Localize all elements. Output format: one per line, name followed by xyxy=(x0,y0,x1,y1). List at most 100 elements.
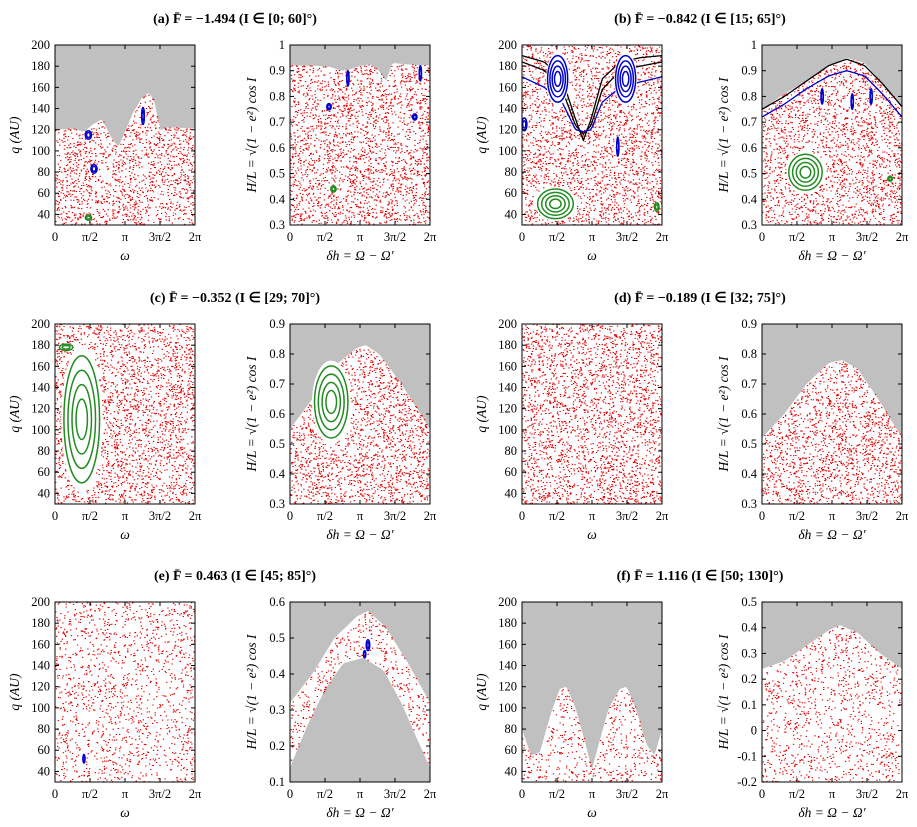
panel-title-e: (e) F̄ = 0.463 (I ∈ [45; 85]°) xyxy=(154,569,316,584)
xlabel-b-left: ω xyxy=(587,248,597,263)
island-ring-e-right-1-1 xyxy=(362,651,367,658)
xtick-label-a-right-4: 2π xyxy=(424,230,437,244)
ytick-label-c-left-1: 60 xyxy=(38,465,51,479)
ytick-label-f-right-4: 0.2 xyxy=(741,672,757,686)
xtick-label-a-left-0: 0 xyxy=(52,230,58,244)
ytick-label-f-left-6: 160 xyxy=(498,637,517,651)
ytick-label-e-right-0: 0.1 xyxy=(269,775,285,789)
ytick-label-d-right-3: 0.6 xyxy=(741,407,757,421)
xtick-label-e-right-0: 0 xyxy=(287,787,293,801)
ytick-label-a-left-6: 160 xyxy=(31,80,50,94)
island-ring-b-left-0-2 xyxy=(551,65,564,93)
island-ring-b-right-3-1 xyxy=(791,157,820,187)
chaotic-points-e-left xyxy=(55,602,195,782)
ytick-label-b-left-0: 40 xyxy=(505,207,518,221)
ytick-label-b-left-8: 200 xyxy=(498,38,517,52)
ytick-label-a-left-5: 140 xyxy=(31,102,50,116)
xtick-label-d-left-3: 3π/2 xyxy=(616,509,638,523)
ytick-label-d-right-6: 0.9 xyxy=(741,317,757,331)
ytick-label-b-right-0: 0.3 xyxy=(741,218,757,232)
island-clear-c-left-0 xyxy=(61,346,103,493)
ytick-label-e-right-2: 0.3 xyxy=(269,703,285,717)
island-ring-b-left-0-3 xyxy=(553,70,562,88)
xtick-label-b-left-4: 2π xyxy=(656,230,669,244)
xtick-label-d-right-2: π xyxy=(829,509,836,523)
island-ring-c-left-1-0 xyxy=(58,343,74,352)
ytick-label-b-right-5: 0.8 xyxy=(741,89,757,103)
xlabel-d-right: δh = Ω − Ω′ xyxy=(798,527,866,542)
island-ring-b-left-5-0 xyxy=(653,202,660,212)
xtick-label-c-right-4: 2π xyxy=(424,509,437,523)
panel-title-d: (d) F̄ = −0.189 (I ∈ [32; 75]°) xyxy=(614,291,786,306)
xtick-label-e-left-1: π/2 xyxy=(82,787,98,801)
ytick-label-d-left-7: 180 xyxy=(498,338,517,352)
ytick-label-c-left-2: 80 xyxy=(38,444,51,458)
ytick-label-f-left-4: 120 xyxy=(498,680,517,694)
xtick-label-e-right-4: 2π xyxy=(424,787,437,801)
xlabel-c-left: ω xyxy=(120,527,130,542)
chaotic-points-b-right xyxy=(762,59,902,225)
forbidden-region-b-right xyxy=(762,45,902,110)
xtick-label-c-left-2: π xyxy=(122,509,129,523)
ytick-label-d-left-6: 160 xyxy=(498,359,517,373)
xtick-label-a-left-2: π xyxy=(122,230,129,244)
ylabel-a-right: H/L = √(1 − e²) cos I xyxy=(244,76,259,193)
ytick-label-a-right-5: 0.8 xyxy=(269,89,285,103)
ytick-label-f-right-0: -0.2 xyxy=(737,775,757,789)
plot-area-d-right xyxy=(762,324,902,504)
ytick-label-b-right-4: 0.7 xyxy=(741,115,757,129)
forbidden-region-e-right xyxy=(290,602,430,703)
forbidden-region-c-right xyxy=(290,324,430,429)
ytick-label-a-left-8: 200 xyxy=(31,38,50,52)
ytick-label-d-left-3: 100 xyxy=(498,423,517,437)
xtick-label-c-left-4: 2π xyxy=(189,509,202,523)
xtick-label-e-left-4: 2π xyxy=(189,787,202,801)
forbidden-region-f-right xyxy=(762,602,902,669)
ytick-label-a-left-7: 180 xyxy=(31,59,50,73)
ytick-label-e-right-1: 0.2 xyxy=(269,739,285,753)
xtick-label-c-left-0: 0 xyxy=(52,509,58,523)
xlabel-c-right: δh = Ω − Ω′ xyxy=(326,527,394,542)
xlabel-e-right: δh = Ω − Ω′ xyxy=(326,805,394,820)
xtick-label-a-left-3: 3π/2 xyxy=(149,230,171,244)
xtick-label-c-right-1: π/2 xyxy=(317,509,333,523)
chaotic-points-c-right xyxy=(290,348,430,504)
ytick-label-b-left-3: 100 xyxy=(498,144,517,158)
ytick-label-d-left-4: 120 xyxy=(498,402,517,416)
regular-curve-b-right-1 xyxy=(762,70,902,118)
ylabel-d-left: q (AU) xyxy=(474,395,489,433)
xtick-label-e-left-3: 3π/2 xyxy=(149,787,171,801)
panel-title-a: (a) F̄ = −1.494 (I ∈ [0; 60]°) xyxy=(153,12,317,27)
xtick-label-b-left-1: π/2 xyxy=(549,230,565,244)
plot-area-f-left xyxy=(522,602,662,782)
panel-title-f: (f) F̄ = 1.116 (I ∈ [50; 130]°) xyxy=(617,569,784,584)
island-ring-b-left-1-1 xyxy=(617,60,635,98)
ytick-label-c-right-5: 0.8 xyxy=(269,347,285,361)
ylabel-b-right: H/L = √(1 − e²) cos I xyxy=(716,76,731,193)
island-ring-a-right-2-1 xyxy=(326,104,332,110)
island-ring-a-right-0-1 xyxy=(346,73,350,84)
ylabel-d-right: H/L = √(1 − e²) cos I xyxy=(716,355,731,472)
xtick-label-c-right-3: 3π/2 xyxy=(384,509,406,523)
xtick-label-d-right-4: 2π xyxy=(896,509,909,523)
island-ring-b-left-0-0 xyxy=(546,54,569,103)
xtick-label-e-right-1: π/2 xyxy=(317,787,333,801)
xtick-label-b-right-3: 3π/2 xyxy=(856,230,878,244)
plot-area-a-right xyxy=(290,45,430,225)
ytick-label-a-right-3: 0.6 xyxy=(269,141,285,155)
ytick-label-c-right-6: 0.9 xyxy=(269,317,285,331)
ytick-label-e-left-0: 40 xyxy=(38,764,51,778)
xtick-label-b-right-1: π/2 xyxy=(789,230,805,244)
ytick-label-b-right-3: 0.6 xyxy=(741,141,757,155)
island-ring-b-left-1-2 xyxy=(619,65,632,93)
xtick-label-a-left-4: 2π xyxy=(189,230,202,244)
ytick-label-c-left-0: 40 xyxy=(38,486,51,500)
plot-area-e-left xyxy=(55,602,195,782)
island-ring-c-left-0-1 xyxy=(67,369,97,470)
ytick-label-e-left-5: 140 xyxy=(31,659,50,673)
ytick-label-a-right-1: 0.4 xyxy=(269,192,285,206)
ytick-label-c-left-3: 100 xyxy=(31,423,50,437)
ylabel-c-right: H/L = √(1 − e²) cos I xyxy=(244,355,259,472)
ytick-label-e-left-2: 80 xyxy=(38,722,51,736)
plot-area-b-left xyxy=(522,45,662,225)
